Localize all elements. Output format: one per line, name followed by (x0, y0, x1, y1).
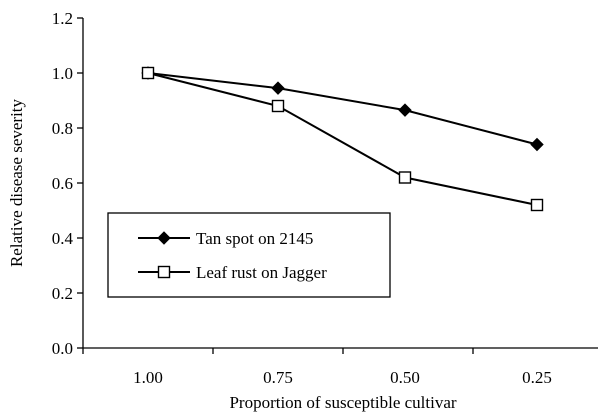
x-tick-label: 0.75 (263, 368, 293, 387)
data-point-leaf-rust (530, 198, 544, 212)
data-point-leaf-rust (398, 171, 412, 184)
x-tick-label: 0.25 (522, 368, 552, 387)
y-tick-label: 1.0 (52, 64, 73, 83)
legend-label: Tan spot on 2145 (196, 229, 313, 248)
legend: Tan spot on 2145 Leaf rust on Jagger (107, 212, 391, 298)
data-point-tan-spot (398, 103, 412, 117)
y-axis-label: Relative disease severity (7, 98, 26, 267)
series-line-tan-spot (147, 72, 538, 146)
data-point-leaf-rust (141, 66, 155, 80)
y-tick-label: 0.4 (52, 229, 74, 248)
data-point-tan-spot (530, 137, 544, 152)
data-point-leaf-rust (271, 99, 285, 113)
legend-marker (157, 231, 171, 245)
x-ticks: 1.00 0.75 0.50 0.25 (82, 348, 552, 387)
legend-marker (157, 265, 171, 279)
y-tick-label: 0.2 (52, 284, 73, 303)
legend-box (107, 212, 391, 298)
data-point-tan-spot (271, 81, 285, 95)
y-tick-label: 0.8 (52, 119, 73, 138)
series-layer (141, 66, 544, 212)
x-axis-label: Proportion of susceptible cultivar (229, 393, 456, 412)
y-tick-label: 0.6 (52, 174, 73, 193)
x-tick-label: 0.50 (390, 368, 420, 387)
y-tick-label: 0.0 (52, 339, 73, 358)
y-ticks: 0.0 0.2 0.4 0.6 0.8 1.0 1.2 (52, 9, 83, 358)
series-line-leaf-rust (147, 72, 538, 206)
axes (82, 18, 598, 349)
legend-label: Leaf rust on Jagger (196, 263, 327, 282)
y-tick-label: 1.2 (52, 9, 73, 28)
x-tick-label: 1.00 (133, 368, 163, 387)
